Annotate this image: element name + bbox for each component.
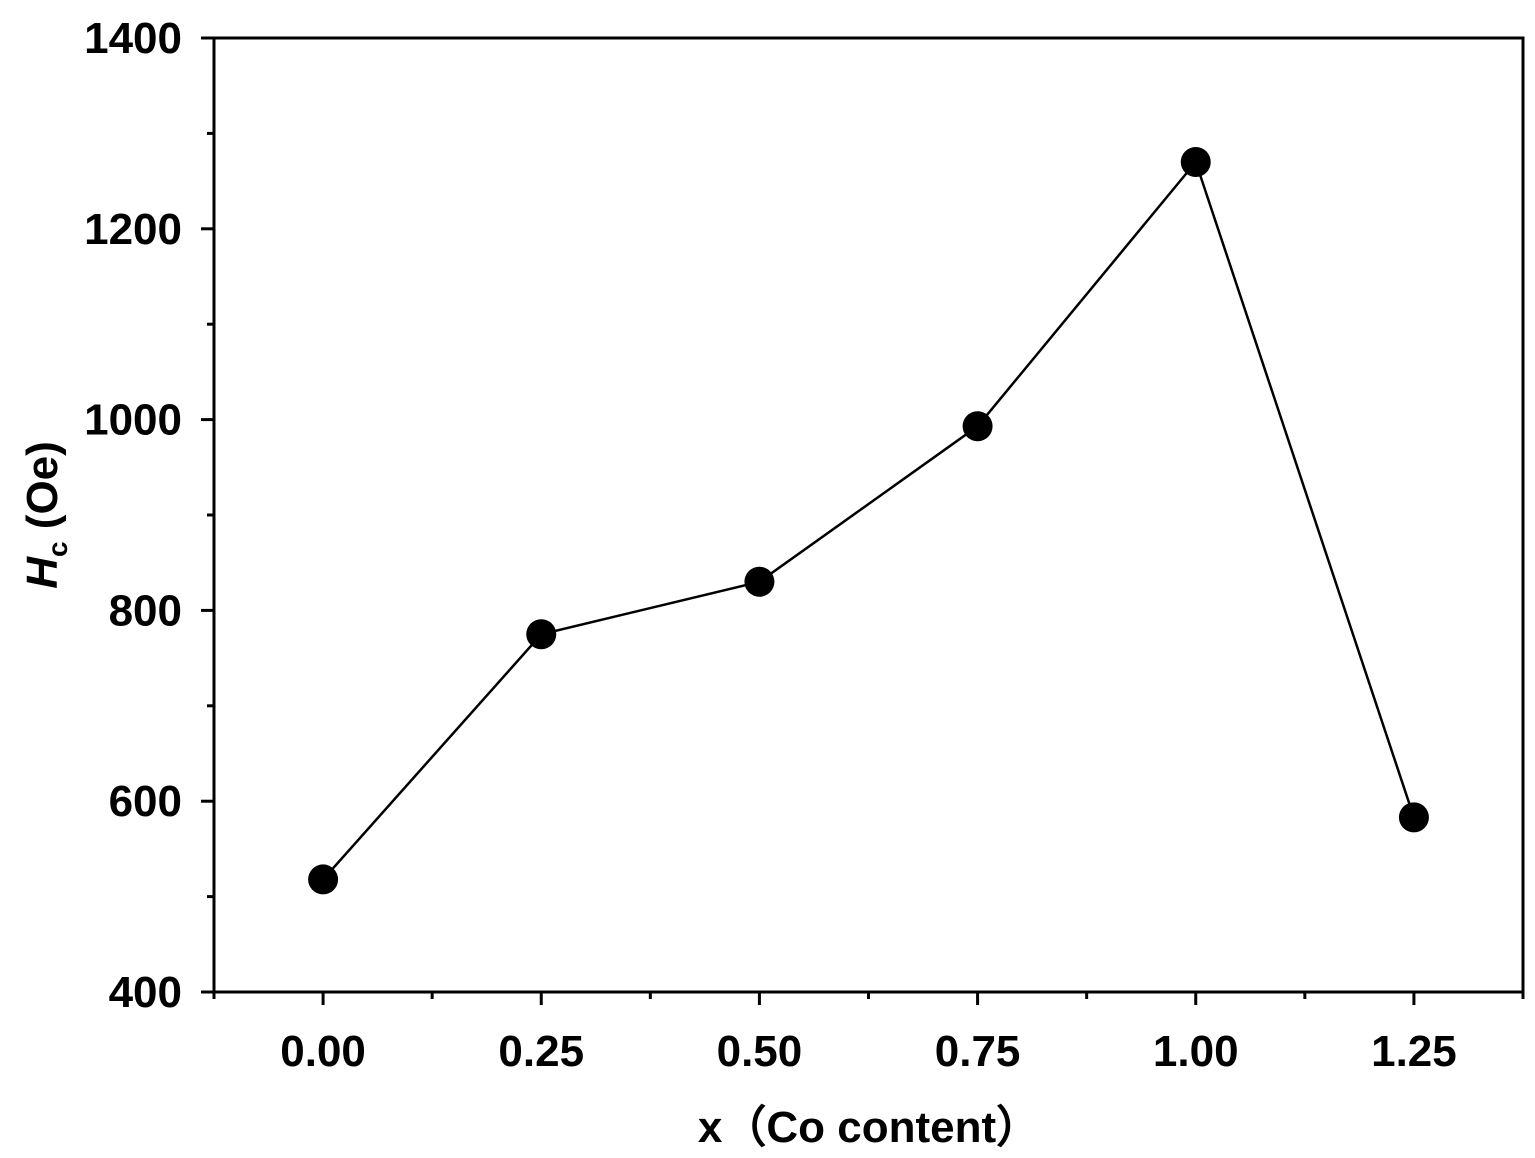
svg-text:Hc (Oe): Hc (Oe) [18,441,73,589]
y-tick-label: 1200 [84,205,182,254]
plot-frame [212,36,1525,994]
y-tick-label: 1000 [84,396,182,445]
y-axis-title: Hc (Oe) [18,441,73,589]
x-tick-label: 1.00 [1153,1027,1239,1076]
y-tick-label: 1400 [84,14,182,63]
series-line [322,159,1416,881]
x-axis-ticks: 0.00 0.25 0.50 0.75 1.00 1.25 [212,992,1525,1076]
data-point [744,566,775,597]
y-tick-label: 800 [109,586,182,635]
y-axis-ticks: 400 600 800 1000 1200 1400 [84,14,214,1017]
y-tick-label: 600 [109,777,182,826]
x-tick-label: 0.50 [717,1027,803,1076]
data-point [1398,802,1429,833]
y-tick-label: 400 [109,968,182,1017]
x-tick-label: 0.00 [280,1027,366,1076]
x-tick-label: 0.25 [498,1027,584,1076]
data-point [962,411,993,442]
data-series [308,147,1429,895]
data-point [1180,147,1211,178]
y-axis-title-main: H [18,556,67,589]
x-tick-label: 1.25 [1371,1027,1457,1076]
x-axis-title: x（Co content） [698,1103,1040,1152]
data-point [526,619,557,650]
y-axis-title-subscript: c [42,541,73,557]
y-axis-title-unit: (Oe) [18,441,67,541]
data-point [308,864,339,895]
x-tick-label: 0.75 [935,1027,1021,1076]
